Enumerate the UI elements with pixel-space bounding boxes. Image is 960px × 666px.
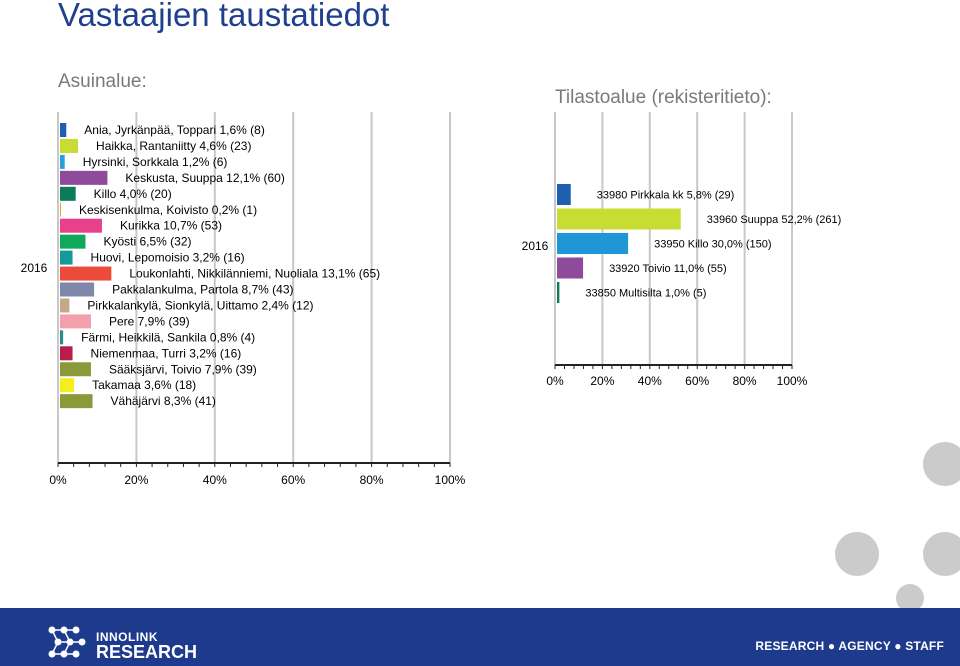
bar: [60, 186, 76, 201]
bar: [557, 233, 629, 254]
x-tick-label: 40%: [638, 374, 662, 388]
bar: [60, 123, 67, 137]
bar: [557, 282, 560, 303]
data-label: Sääksjärvi, Toivio 7,9% (39): [109, 362, 257, 376]
bar: [60, 218, 102, 233]
bar: [60, 202, 61, 217]
data-label: Niemenmaa, Turri 3,2% (16): [91, 346, 242, 360]
x-tick-label: 60%: [281, 473, 305, 487]
bar: [557, 208, 681, 230]
innolink-logo-icon: [48, 626, 86, 658]
x-tick-label: 0%: [49, 473, 67, 487]
data-label: Pirkkalankylä, Sionkylä, Uittamo 2,4% (1…: [87, 298, 313, 312]
data-label: Kyösti 6,5% (32): [103, 235, 191, 249]
x-tick-label: 40%: [203, 473, 227, 487]
bar: [60, 250, 73, 265]
data-label: Keskisenkulma, Koivisto 0,2% (1): [79, 203, 257, 217]
x-tick-label: 60%: [685, 374, 709, 388]
data-label: Kurikka 10,7% (53): [120, 219, 222, 233]
brand-line1: INNOLINK: [96, 630, 158, 644]
data-label: Pere 7,9% (39): [109, 314, 190, 328]
data-label: Hyrsinki, Sorkkala 1,2% (6): [83, 155, 228, 169]
footer-tagline: RESEARCH ● AGENCY ● STAFF: [755, 639, 944, 653]
data-label: Haikka, Rantaniitty 4,6% (23): [96, 139, 251, 153]
x-tick-label: 100%: [777, 374, 808, 388]
x-tick-label: 20%: [124, 473, 148, 487]
data-label: Pakkalankulma, Partola 8,7% (43): [112, 283, 293, 297]
bar: [60, 234, 86, 249]
data-label: Ania, Jyrkänpää, Toppari 1,6% (8): [84, 123, 265, 137]
data-label: Loukonlahti, Nikkilänniemi, Nuoliala 13,…: [129, 267, 380, 281]
x-tick-label: 100%: [435, 473, 466, 487]
data-label: 33850 Multisilta 1,0% (5): [585, 288, 706, 300]
category-label: 2016: [21, 261, 48, 275]
footer-bar: INNOLINK RESEARCH RESEARCH ● AGENCY ● ST…: [0, 608, 960, 666]
bar: [60, 170, 108, 185]
data-label: Takamaa 3,6% (18): [92, 378, 196, 392]
data-label: 33960 Suuppa 52,2% (261): [707, 214, 842, 226]
data-label: 33950 Killo 30,0% (150): [654, 239, 771, 251]
residential-area-chart: 0% 20% 40% 60% 80% 100% 2016 Ania, Jyrkänpää, T…: [21, 112, 466, 487]
bar: [60, 138, 79, 153]
bar: [60, 298, 70, 313]
bar: [60, 362, 91, 377]
data-label: Vähäjärvi 8,3% (41): [111, 394, 216, 408]
bar: [60, 346, 73, 361]
bar: [60, 154, 65, 169]
bar: [557, 257, 584, 279]
x-tick-label: 0%: [546, 374, 564, 388]
bar: [60, 394, 93, 409]
bar: [60, 282, 95, 297]
brand-line2: RESEARCH: [96, 642, 198, 662]
data-label: Huovi, Lepomoisio 3,2% (16): [91, 251, 245, 265]
data-label: Killo 4,0% (20): [94, 187, 172, 201]
bar: [60, 378, 75, 393]
x-tick-label: 20%: [590, 374, 614, 388]
x-tick-label: 80%: [733, 374, 757, 388]
category-label: 2016: [522, 239, 549, 253]
data-label: Keskusta, Suuppa 12,1% (60): [125, 171, 284, 185]
bar: [60, 266, 112, 281]
bar: [60, 314, 91, 329]
bar: [60, 330, 64, 345]
x-tick-label: 80%: [360, 473, 384, 487]
data-label: Färmi, Heikkilä, Sankila 0,8% (4): [81, 330, 255, 344]
chart2-title: Tilastoalue (rekisteritieto):: [555, 87, 772, 108]
page-title: Vastaajien taustatiedot: [58, 0, 390, 33]
chart1-title: Asuinalue:: [58, 71, 147, 92]
data-label: 33920 Toivio 11,0% (55): [609, 263, 727, 275]
data-label: 33980 Pirkkala kk 5,8% (29): [597, 190, 735, 202]
statistical-area-chart: 0% 20% 40% 60% 80% 100% 2016 33980 Pirkkala kk …: [522, 112, 842, 388]
bar: [557, 184, 571, 205]
